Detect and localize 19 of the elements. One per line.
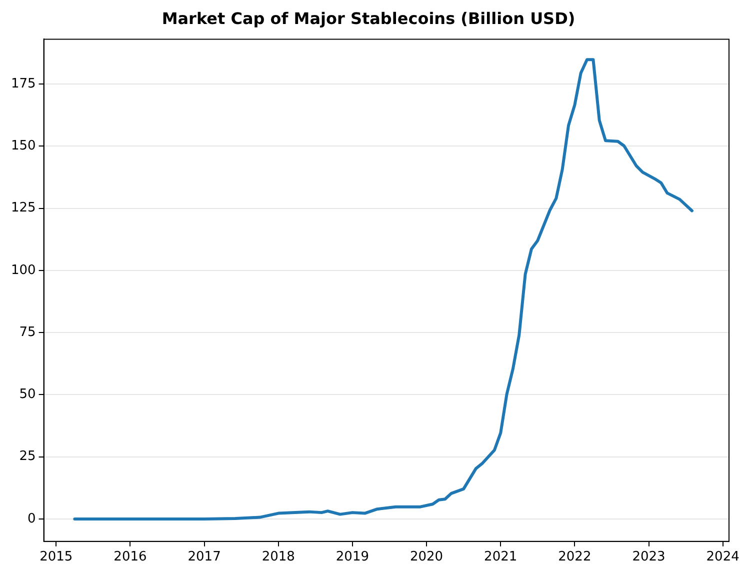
- x-tick-label: 2017: [188, 550, 221, 565]
- y-tick-label: 25: [19, 449, 36, 464]
- chart-title: Market Cap of Major Stablecoins (Billion USD): [162, 8, 576, 28]
- y-tick-label: 125: [10, 200, 36, 216]
- y-tick-label: 150: [10, 138, 36, 154]
- y-tick-label: 75: [19, 324, 36, 340]
- y-tick-label: 175: [10, 76, 36, 92]
- x-tick-label: 2023: [632, 550, 666, 565]
- x-tick-label: 2022: [558, 550, 592, 565]
- x-tick-label: 2018: [262, 550, 295, 565]
- y-tick-label: 50: [19, 387, 36, 402]
- x-tick-label: 2019: [336, 550, 370, 565]
- x-tick-label: 2021: [484, 550, 518, 565]
- x-tick-label: 2016: [114, 550, 147, 565]
- y-tick-label: 100: [10, 262, 36, 278]
- y-tick-label: 0: [28, 511, 36, 526]
- x-tick-label: 2020: [410, 550, 444, 565]
- x-tick-label: 2015: [40, 550, 73, 565]
- x-tick-label: 2024: [706, 550, 740, 565]
